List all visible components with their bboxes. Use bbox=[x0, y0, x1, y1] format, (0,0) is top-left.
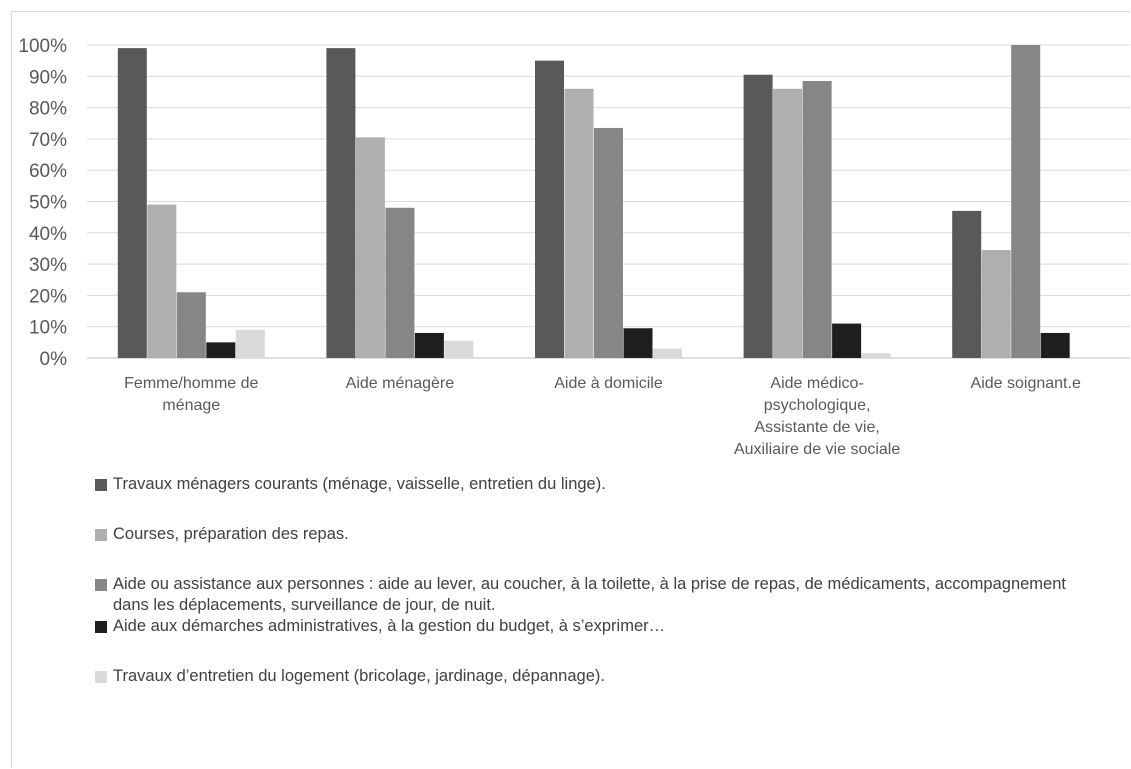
legend-item-3: Aide ou assistance aux personnes : aide … bbox=[95, 574, 1105, 616]
legend-item-2: Courses, préparation des repas. bbox=[95, 524, 1105, 545]
bar-chart: 0% 10% 20% 30% 40% 50% 60% 70% 80% 90% 100% Femme/h… bbox=[18, 36, 1130, 458]
legend-swatch-3 bbox=[95, 579, 107, 591]
y-tick-label: 90% bbox=[29, 67, 67, 88]
bar-s2-c5 bbox=[981, 250, 1011, 358]
category-label: Femme/homme de bbox=[124, 375, 258, 392]
y-tick-label: 50% bbox=[29, 193, 67, 214]
y-tick-label: 30% bbox=[29, 255, 67, 276]
bar-s5-c2 bbox=[444, 340, 474, 358]
y-tick-label: 20% bbox=[29, 286, 67, 307]
bar-s3-c3 bbox=[594, 127, 623, 358]
bar-s1-c5 bbox=[952, 210, 982, 358]
bar-s2-c4 bbox=[773, 88, 803, 358]
bar-s3-c5 bbox=[1011, 45, 1041, 358]
category-label: psychologique, bbox=[764, 397, 871, 414]
bar-s1-c1 bbox=[117, 48, 147, 358]
bar-s4-c3 bbox=[623, 328, 653, 358]
category-label: Aide ménagère bbox=[346, 375, 455, 392]
bar-s1-c4 bbox=[743, 74, 773, 359]
bar-s3-c4 bbox=[802, 80, 832, 359]
y-tick-label: 10% bbox=[29, 318, 67, 339]
y-tick-label: 70% bbox=[29, 130, 67, 151]
y-tick-label: 60% bbox=[29, 161, 67, 182]
category-label: Auxiliaire de vie sociale bbox=[734, 441, 900, 458]
legend-item-1: Travaux ménagers courants (ménage, vaiss… bbox=[95, 474, 1105, 495]
legend-label-5: Travaux d’entretien du logement (bricola… bbox=[113, 667, 605, 685]
bar-s1-c2 bbox=[326, 48, 356, 358]
bar-s5-c1 bbox=[235, 329, 265, 358]
bar-s3-c2 bbox=[385, 207, 415, 358]
bar-s4-c4 bbox=[832, 323, 862, 358]
legend-item-4: Aide aux démarches administratives, à la… bbox=[95, 616, 1105, 637]
bar-s4-c5 bbox=[1040, 332, 1070, 358]
bar-s2-c2 bbox=[355, 137, 385, 358]
legend-swatch-5 bbox=[95, 671, 107, 683]
category-label: Assistante de vie, bbox=[754, 419, 879, 436]
y-tick-label: 0% bbox=[40, 349, 68, 370]
bar-s5-c4 bbox=[861, 353, 891, 358]
legend-swatch-1 bbox=[95, 479, 107, 491]
category-label: ménage bbox=[162, 397, 220, 414]
chart-area bbox=[11, 11, 1130, 768]
legend-label-3: Aide ou assistance aux personnes : aide … bbox=[113, 575, 1066, 614]
y-tick-label: 80% bbox=[29, 99, 67, 120]
legend-item-5: Travaux d’entretien du logement (bricola… bbox=[95, 666, 1105, 687]
legend-label-4: Aide aux démarches administratives, à la… bbox=[113, 617, 666, 635]
y-tick-label: 40% bbox=[29, 224, 67, 245]
y-tick-label: 100% bbox=[18, 36, 67, 57]
bar-s3-c1 bbox=[176, 292, 206, 358]
legend-swatch-4 bbox=[95, 621, 107, 633]
bar-s4-c1 bbox=[206, 342, 236, 358]
category-label: Aide à domicile bbox=[554, 375, 663, 392]
bar-s2-c3 bbox=[564, 88, 594, 358]
category-label: Aide médico- bbox=[770, 375, 863, 392]
legend-label-2: Courses, préparation des repas. bbox=[113, 525, 349, 543]
legend-label-1: Travaux ménagers courants (ménage, vaiss… bbox=[113, 475, 606, 493]
legend-swatch-2 bbox=[95, 529, 107, 541]
bar-s5-c3 bbox=[653, 348, 682, 358]
bar-s1-c3 bbox=[535, 60, 564, 359]
bar-s4-c2 bbox=[414, 332, 444, 358]
bar-s2-c1 bbox=[147, 204, 177, 358]
category-label: Aide soignant.e bbox=[971, 375, 1081, 392]
